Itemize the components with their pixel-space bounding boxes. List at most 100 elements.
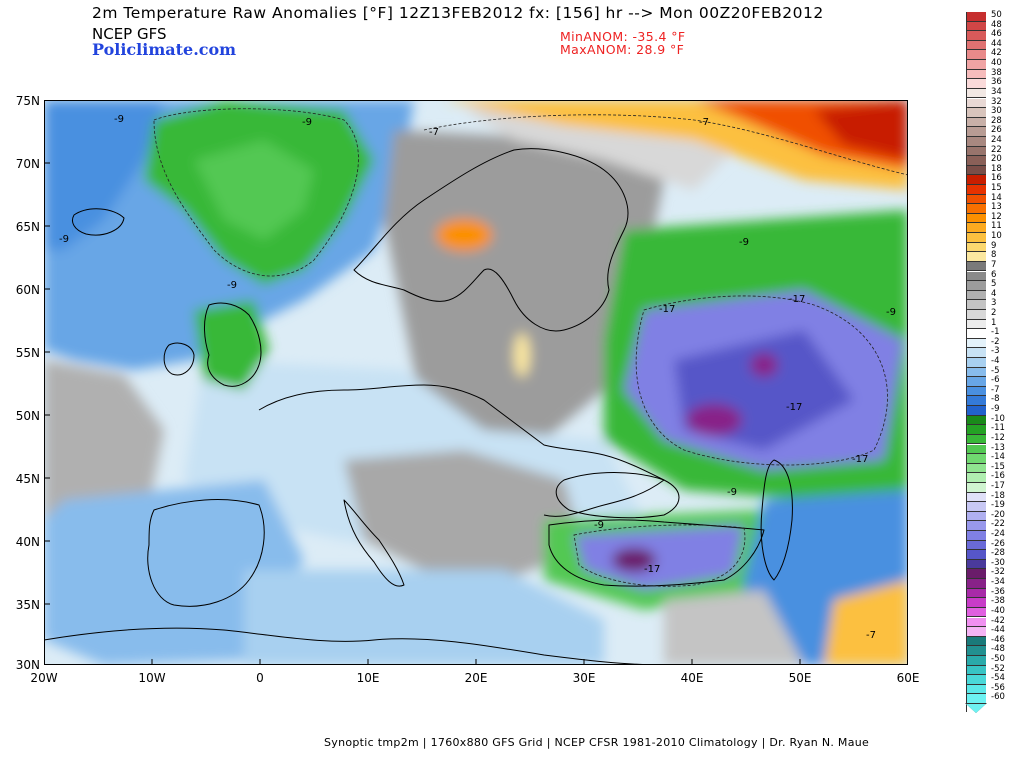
color-scale-label: 10 bbox=[991, 231, 1002, 242]
color-scale-label: -10 bbox=[991, 413, 1005, 424]
color-scale-label: -38 bbox=[991, 596, 1005, 607]
lon-label: 10E bbox=[356, 671, 380, 685]
color-scale-entry: 16 bbox=[967, 173, 1019, 185]
color-swatch bbox=[967, 463, 986, 474]
color-scale-label: -40 bbox=[991, 605, 1005, 616]
coast-scandinavia bbox=[353, 148, 629, 332]
lat-label: 30N bbox=[15, 658, 40, 672]
coast-turkey bbox=[548, 519, 765, 587]
contour-label: -9 bbox=[59, 234, 69, 245]
color-scale-entry: 13 bbox=[967, 202, 1019, 214]
color-scale-label: -32 bbox=[991, 567, 1005, 578]
color-scale-label: -26 bbox=[991, 538, 1005, 549]
color-swatch bbox=[967, 300, 986, 310]
color-scale-entry: -18 bbox=[967, 491, 1019, 503]
color-swatch bbox=[967, 492, 986, 503]
color-swatch bbox=[967, 358, 986, 368]
color-scale-label: -15 bbox=[991, 461, 1005, 472]
color-scale-entry: -11 bbox=[967, 423, 1019, 435]
color-scale-label: 12 bbox=[991, 211, 1002, 222]
color-scale-entry: 10 bbox=[967, 231, 1019, 243]
color-scale-label: 42 bbox=[991, 48, 1002, 59]
contour-label: -17 bbox=[644, 564, 660, 575]
map-border bbox=[44, 100, 908, 665]
color-scale-label: -6 bbox=[991, 375, 1000, 386]
color-scale-entry: 50 bbox=[967, 10, 1019, 22]
anomaly-field-russia-min bbox=[686, 404, 742, 436]
color-swatch bbox=[967, 271, 986, 282]
color-scale-entry: 46 bbox=[967, 29, 1019, 41]
coast-mainland bbox=[258, 384, 665, 517]
color-scale-entry: -10 bbox=[967, 413, 1019, 426]
contour-label: -7 bbox=[429, 127, 439, 138]
color-scale-label: -54 bbox=[991, 673, 1005, 684]
color-scale-label: -5 bbox=[991, 365, 1000, 376]
color-swatch bbox=[967, 165, 986, 176]
contour-label: -9 bbox=[302, 117, 312, 128]
color-scale-label: 36 bbox=[991, 77, 1002, 88]
color-scale-label: -3 bbox=[991, 346, 1000, 357]
anomaly-field-levant-grey bbox=[664, 590, 804, 665]
color-scale-entry: 32 bbox=[967, 97, 1019, 109]
color-scale-entry: -15 bbox=[967, 461, 1019, 474]
color-swatch bbox=[967, 569, 986, 580]
color-scale-entry: -2 bbox=[967, 337, 1019, 349]
color-scale-entry: -20 bbox=[967, 510, 1019, 522]
color-swatch bbox=[967, 444, 986, 455]
anomaly-field-russia-min-2 bbox=[750, 353, 778, 377]
color-scale-label: 8 bbox=[991, 250, 997, 261]
color-scale-label: -16 bbox=[991, 471, 1005, 482]
color-scale-entry: 6 bbox=[967, 270, 1019, 282]
color-scale-label: 2 bbox=[991, 307, 997, 318]
color-scale-label: 14 bbox=[991, 192, 1002, 203]
color-scale-entry: 11 bbox=[967, 221, 1019, 234]
color-scale-entry: -56 bbox=[967, 683, 1019, 695]
anomaly-field-warm-sweden bbox=[436, 219, 492, 251]
contour-turkey-cold bbox=[573, 524, 746, 587]
color-scale-entry: -7 bbox=[967, 385, 1019, 397]
lat-label: 45N bbox=[15, 472, 40, 486]
lat-label: 70N bbox=[15, 157, 40, 171]
color-scale-entry: -40 bbox=[967, 605, 1019, 618]
color-scale-entry: -14 bbox=[967, 452, 1019, 464]
color-swatch bbox=[967, 473, 986, 483]
color-scale-entry: 38 bbox=[967, 68, 1019, 80]
color-swatch bbox=[967, 40, 986, 51]
contour-label: -7 bbox=[866, 630, 876, 641]
anomaly-field-scandinavia bbox=[384, 130, 664, 460]
color-scale-entry: 20 bbox=[967, 154, 1019, 166]
lat-label: 55N bbox=[15, 346, 40, 360]
color-swatch bbox=[967, 194, 986, 205]
color-swatch bbox=[967, 185, 986, 195]
contour-label: -17 bbox=[659, 304, 675, 315]
color-swatch bbox=[967, 511, 986, 522]
color-swatch bbox=[967, 482, 986, 493]
color-scale-label: 16 bbox=[991, 173, 1002, 184]
color-scale-entry: 36 bbox=[967, 77, 1019, 89]
color-swatch bbox=[967, 88, 986, 99]
lon-label: 20E bbox=[464, 671, 488, 685]
contour-north-atlantic bbox=[153, 108, 359, 277]
color-scale-entry: -54 bbox=[967, 673, 1019, 685]
color-scale-label: -11 bbox=[991, 423, 1005, 434]
color-scale-entry: 4 bbox=[967, 288, 1019, 301]
contour-arctic-warm bbox=[423, 114, 908, 176]
color-scale-entry: -16 bbox=[967, 471, 1019, 483]
lat-label: 50N bbox=[15, 409, 40, 423]
color-scale-legend: 50 48 46 44 42 40 38 36 34 32 30 28 26 24 22 20 18 16 15 14… bbox=[966, 10, 1019, 712]
contour-label: -9 bbox=[886, 307, 896, 318]
color-scale-label: 15 bbox=[991, 183, 1002, 193]
color-scale-entry: 14 bbox=[967, 192, 1019, 205]
color-scale-label: 13 bbox=[991, 202, 1002, 213]
color-scale-entry: 44 bbox=[967, 39, 1019, 51]
color-swatch bbox=[967, 69, 986, 80]
color-scale-label: 4 bbox=[991, 288, 997, 299]
color-swatch bbox=[967, 588, 986, 599]
color-swatch bbox=[967, 252, 986, 262]
anomaly-field-iran-warm bbox=[824, 580, 908, 665]
map-title: 2m Temperature Raw Anomalies [°F] 12Z13F… bbox=[92, 4, 824, 22]
color-scale-label: -9 bbox=[991, 404, 1000, 415]
color-scale-label: -13 bbox=[991, 442, 1005, 453]
color-scale-entry: 42 bbox=[967, 48, 1019, 61]
color-scale-label: 18 bbox=[991, 163, 1002, 174]
